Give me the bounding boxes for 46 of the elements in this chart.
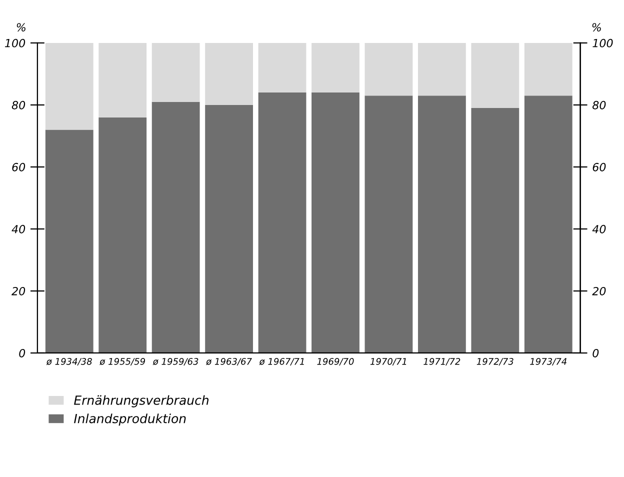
x-tick-label: 1971/72 bbox=[424, 358, 460, 366]
bar bbox=[312, 42, 360, 93]
bar bbox=[258, 42, 306, 93]
bar bbox=[471, 42, 520, 108]
x-tick-label: 1969/70 bbox=[317, 358, 354, 366]
bar bbox=[205, 42, 253, 105]
x-tick-label: ø 1934/38 bbox=[46, 358, 92, 366]
bar bbox=[45, 130, 94, 353]
bar bbox=[205, 104, 253, 353]
bar bbox=[152, 102, 200, 353]
y-tick-label: 40 bbox=[12, 224, 26, 234]
y2-tick-label: 60 bbox=[592, 162, 606, 172]
legend-label: Ernährungsverbrauch bbox=[74, 395, 208, 408]
bar bbox=[258, 92, 306, 353]
x-tick-label: 1970/71 bbox=[370, 358, 406, 366]
bar bbox=[418, 96, 466, 353]
x-tick-label: 1973/74 bbox=[530, 358, 566, 366]
y2-axis-title: % bbox=[592, 23, 601, 32]
bar bbox=[524, 96, 572, 353]
y-tick-label: 20 bbox=[12, 286, 26, 296]
y-tick-label: 60 bbox=[12, 162, 26, 172]
x-tick-label: ø 1959/63 bbox=[152, 358, 198, 366]
y2-tick-label: 20 bbox=[592, 286, 606, 296]
bar bbox=[45, 42, 94, 130]
bar bbox=[98, 117, 147, 353]
y2-tick-label: 40 bbox=[592, 224, 606, 234]
bar bbox=[98, 42, 147, 118]
y-axis-title: % bbox=[16, 23, 26, 32]
x-tick-label: ø 1963/67 bbox=[206, 358, 252, 366]
y-tick-label: 100 bbox=[4, 38, 26, 48]
y2-tick-label: 100 bbox=[592, 38, 613, 48]
x-tick-label: 1972/73 bbox=[476, 358, 514, 366]
bar bbox=[418, 42, 466, 96]
bar bbox=[152, 42, 200, 102]
bar bbox=[471, 108, 520, 353]
y2-tick-label: 80 bbox=[592, 100, 606, 110]
bar bbox=[312, 92, 360, 353]
bar bbox=[364, 96, 413, 353]
bar bbox=[364, 42, 413, 96]
x-tick-label: ø 1955/59 bbox=[100, 358, 145, 366]
y-tick-label: 80 bbox=[12, 100, 26, 110]
x-tick-label: ø 1967/71 bbox=[259, 358, 304, 366]
bar bbox=[524, 42, 572, 96]
y2-tick-label: 0 bbox=[592, 348, 599, 358]
y-tick-label: 0 bbox=[19, 348, 26, 358]
legend-label: Inlandsproduktion bbox=[74, 414, 186, 426]
